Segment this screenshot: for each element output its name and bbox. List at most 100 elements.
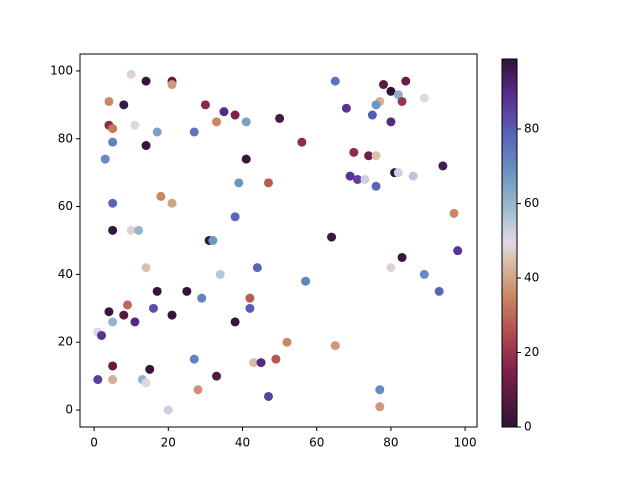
scatter-point: [371, 181, 381, 191]
colorbar-tick-label: 80: [524, 122, 539, 136]
scatter-point: [108, 317, 118, 327]
scatter-point: [212, 371, 222, 381]
scatter-point: [263, 178, 273, 188]
scatter-point: [449, 208, 459, 218]
scatter-point: [353, 174, 363, 184]
scatter-point: [141, 378, 151, 388]
x-tick-label: 0: [90, 436, 98, 450]
scatter-point: [122, 300, 132, 310]
scatter-point: [241, 154, 251, 164]
y-tick-label: 20: [58, 335, 73, 349]
scatter-point: [212, 117, 222, 127]
scatter-point: [100, 154, 110, 164]
x-tick-label: 20: [161, 436, 176, 450]
scatter-point: [152, 127, 162, 137]
scatter-point: [119, 100, 129, 110]
scatter-point: [252, 263, 262, 273]
plot-frame: [79, 53, 478, 428]
scatter-point: [245, 303, 255, 313]
scatter-point: [104, 96, 114, 106]
scatter-point: [163, 405, 173, 415]
colorbar-tick-label: 40: [524, 271, 539, 285]
scatter-point: [108, 225, 118, 235]
scatter-point: [148, 303, 158, 313]
scatter-point: [434, 286, 444, 296]
scatter-point: [189, 354, 199, 364]
scatter-point: [263, 391, 273, 401]
y-tick-label: 60: [58, 199, 73, 213]
x-tick-label: 60: [309, 436, 324, 450]
scatter-point: [141, 76, 151, 86]
scatter-point: [367, 110, 377, 120]
scatter-point: [152, 286, 162, 296]
scatter-point: [401, 76, 411, 86]
scatter-point: [108, 198, 118, 208]
scatter-point: [419, 93, 429, 103]
scatter-point: [345, 171, 355, 181]
x-tick-label: 80: [383, 436, 398, 450]
scatter-point: [141, 263, 151, 273]
scatter-point: [349, 147, 359, 157]
scatter-point: [419, 269, 429, 279]
scatter-point: [393, 168, 403, 178]
colorbar-tick-label: 60: [524, 196, 539, 210]
scatter-point: [93, 375, 103, 385]
scatter-point: [397, 252, 407, 262]
scatter-point: [371, 100, 381, 110]
scatter-point: [453, 246, 463, 256]
y-tick-label: 40: [58, 267, 73, 281]
scatter-point: [119, 310, 129, 320]
scatter-point: [208, 236, 218, 245]
scatter-point: [245, 293, 255, 303]
scatter-point: [108, 137, 118, 147]
scatter-point: [341, 103, 351, 113]
scatter-point: [386, 86, 396, 96]
scatter-point: [327, 232, 337, 242]
scatter-point: [271, 354, 281, 364]
scatter-point: [97, 330, 107, 340]
scatter-point: [182, 286, 192, 296]
scatter-point: [219, 107, 229, 117]
y-tick-label: 80: [58, 131, 73, 145]
scatter-point: [241, 117, 251, 127]
scatter-point: [249, 358, 259, 368]
scatter-point: [375, 402, 385, 412]
scatter-point: [108, 361, 118, 371]
scatter-point: [301, 276, 311, 286]
scatter-point: [200, 100, 210, 110]
scatter-point: [234, 178, 244, 188]
scatter-point: [130, 317, 140, 327]
colorbar-tick-label: 20: [524, 345, 539, 359]
scatter-point: [297, 137, 307, 147]
scatter-point: [189, 127, 199, 137]
scatter-point: [230, 110, 240, 120]
scatter-point: [104, 307, 114, 317]
scatter-point: [371, 151, 381, 161]
scatter-point: [375, 385, 385, 395]
scatter-point: [360, 174, 370, 184]
scatter-point: [386, 117, 396, 127]
scatter-point: [393, 90, 403, 100]
scatter-point: [108, 375, 118, 385]
scatter-point: [275, 113, 285, 123]
scatter-point: [193, 385, 203, 395]
scatter-point: [230, 317, 240, 327]
scatter-point: [215, 269, 225, 279]
scatter-point: [130, 120, 140, 130]
scatter-point: [126, 69, 136, 79]
colorbar: [501, 58, 518, 428]
scatter-point: [438, 161, 448, 171]
scatter-point: [364, 151, 374, 161]
scatter-point: [167, 198, 177, 208]
scatter-point: [126, 225, 136, 235]
scatter-point: [230, 212, 240, 222]
y-tick-label: 0: [65, 403, 73, 417]
scatter-point: [386, 263, 396, 273]
scatter-point: [330, 341, 340, 351]
scatter-point: [379, 80, 389, 90]
y-tick-label: 100: [50, 63, 73, 77]
colorbar-tick-label: 0: [524, 420, 532, 434]
scatter-point: [134, 225, 144, 235]
